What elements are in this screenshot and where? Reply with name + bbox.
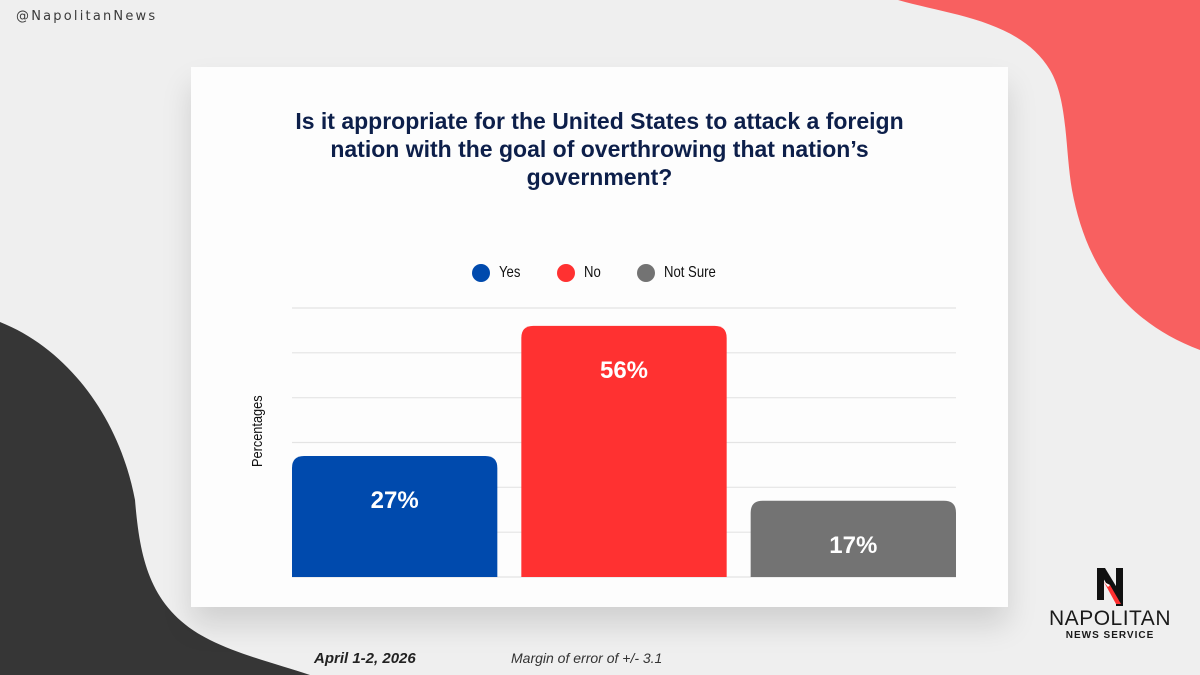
- bar-not-sure: [750, 500, 956, 577]
- napolitan-logo: NAPOLITAN NEWS SERVICE: [1040, 566, 1180, 648]
- legend-item-yes: Yes: [472, 264, 525, 282]
- legend-swatch-not-sure: [636, 264, 655, 282]
- legend-item-not-sure: Not Sure: [636, 264, 727, 282]
- data-label: 27%: [371, 487, 419, 514]
- bar-yes: [292, 455, 498, 577]
- data-label: 56%: [600, 357, 648, 384]
- legend-swatch-yes: [472, 264, 491, 282]
- data-labels: 27% 56% 17%: [371, 357, 878, 559]
- dark-blob: [0, 322, 310, 675]
- legend-label-yes: Yes: [499, 264, 521, 281]
- legend-label-no: No: [584, 264, 602, 281]
- legend-item-no: No: [557, 264, 604, 282]
- bars: [292, 325, 956, 577]
- n-logo-icon: [1097, 568, 1123, 606]
- data-label: 17%: [829, 532, 877, 559]
- chart-card: Is it appropriate for the United States …: [191, 67, 1008, 607]
- social-handle: @NapolitanNews: [16, 9, 158, 24]
- margin-of-error: Margin of error of +/- 3.1: [511, 650, 663, 666]
- coral-blob: [898, 0, 1200, 350]
- bar-no: [521, 325, 727, 577]
- bar-plot: 27% 56% 17%: [292, 307, 956, 578]
- legend-swatch-no: [557, 264, 576, 282]
- logo-subtitle: NEWS SERVICE: [1065, 630, 1155, 641]
- legend-label-not-sure: Not Sure: [663, 264, 716, 281]
- poll-date: April 1-2, 2026: [314, 650, 416, 667]
- chart-legend: Yes No Not Sure: [191, 264, 1008, 282]
- logo-name: NAPOLITAN: [1049, 607, 1171, 630]
- chart-title: Is it appropriate for the United States …: [295, 108, 904, 190]
